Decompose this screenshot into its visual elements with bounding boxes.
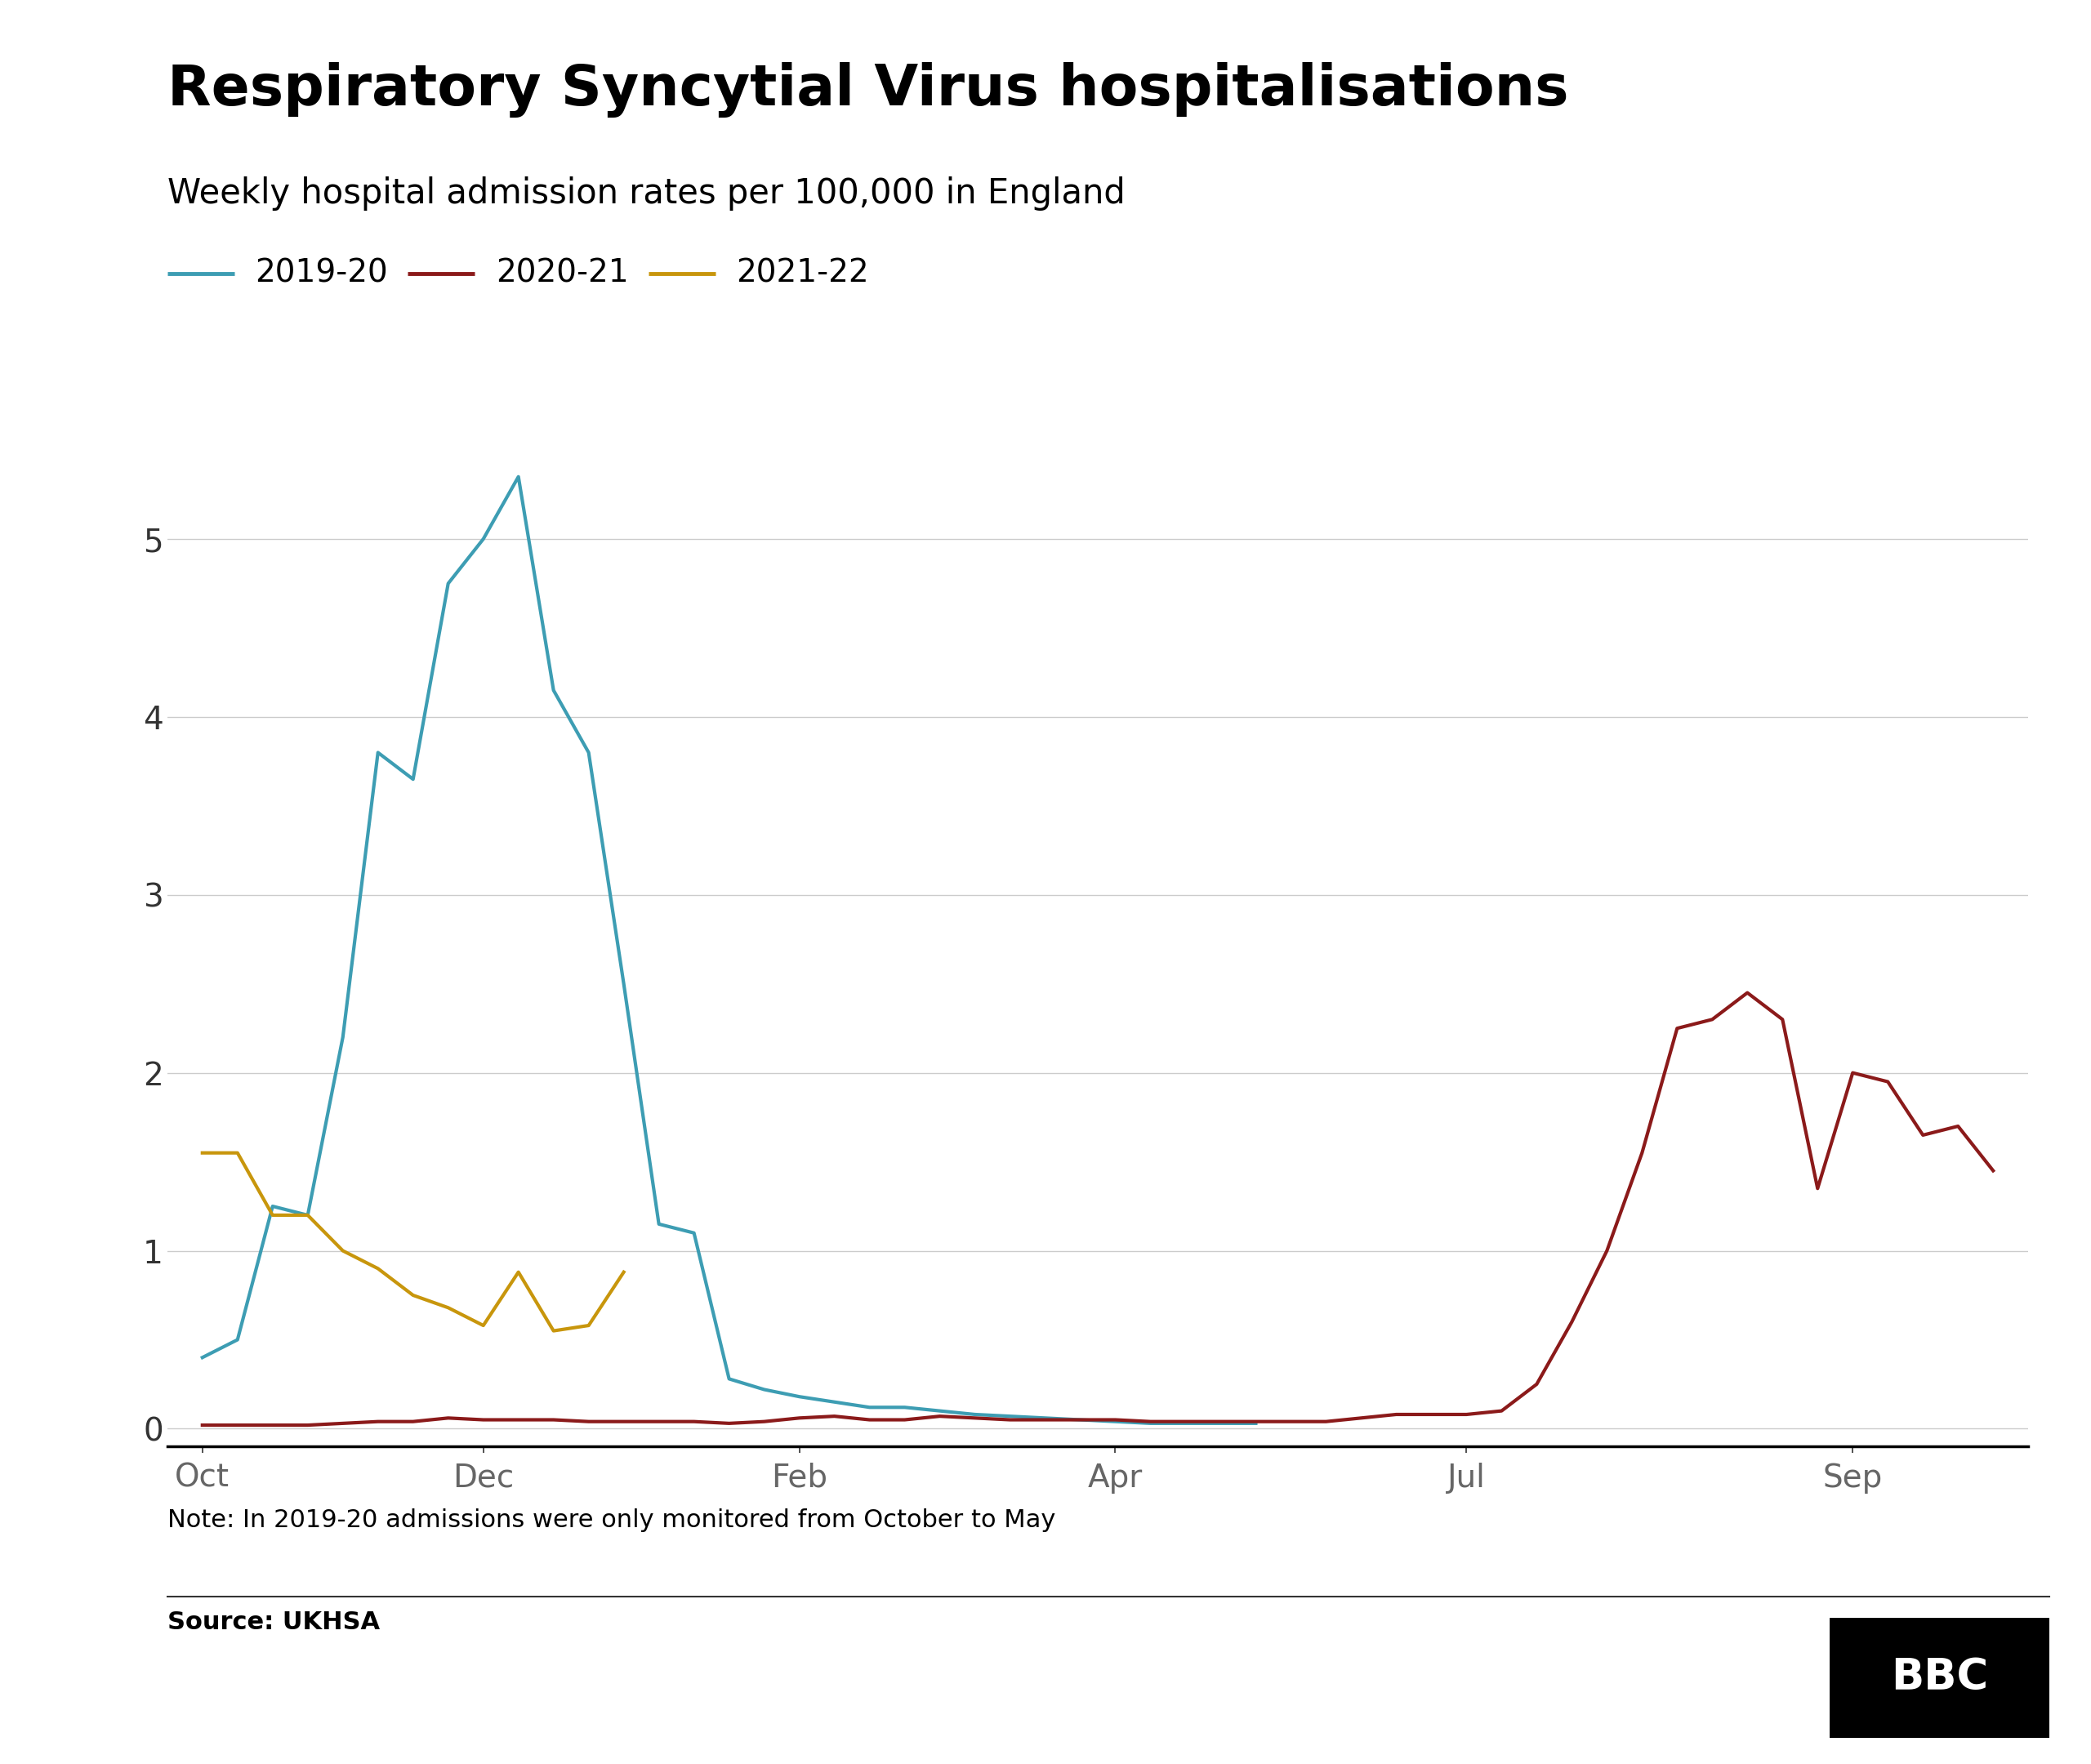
Text: Weekly hospital admission rates per 100,000 in England: Weekly hospital admission rates per 100,…: [167, 176, 1125, 210]
Text: Note: In 2019-20 admissions were only monitored from October to May: Note: In 2019-20 admissions were only mo…: [167, 1508, 1056, 1531]
Text: 2021-22: 2021-22: [736, 258, 870, 289]
Text: 2019-20: 2019-20: [255, 258, 389, 289]
Text: 2020-21: 2020-21: [496, 258, 629, 289]
Text: Source: UKHSA: Source: UKHSA: [167, 1611, 381, 1633]
Text: BBC: BBC: [1890, 1656, 1989, 1699]
Text: Respiratory Syncytial Virus hospitalisations: Respiratory Syncytial Virus hospitalisat…: [167, 62, 1568, 116]
